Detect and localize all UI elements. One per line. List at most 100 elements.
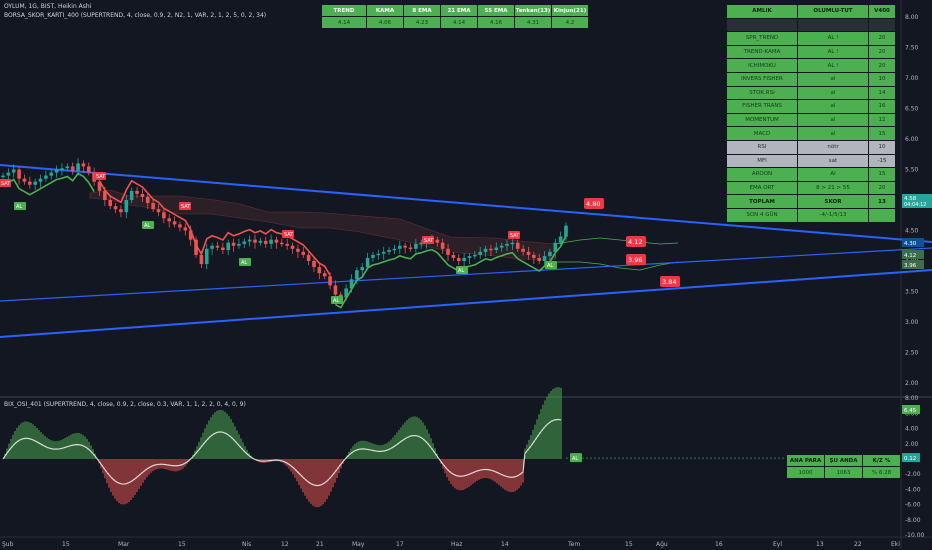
candle-body: [392, 248, 397, 251]
score-table-row: MFI: [726, 153, 798, 169]
score-table-row: al: [797, 85, 869, 101]
osc-axis-tick: -6.00: [905, 502, 921, 509]
cloud-projection-bottom: [555, 261, 679, 271]
kz-header-pct: K/Z %: [862, 454, 901, 467]
score-table-row: AROON: [726, 167, 798, 182]
candle-body: [49, 172, 54, 176]
top-table-value: 4.16: [477, 16, 515, 29]
buy-signal-label: AL: [241, 260, 247, 266]
oscillator-legend[interactable]: BIX_OSI_401 (SUPERTREND, 4, close, 0.9, …: [4, 401, 246, 408]
sell-signal-box: [422, 236, 434, 244]
score-table-row: RSI: [726, 139, 798, 155]
candle-body: [306, 254, 311, 261]
candle-body: [403, 245, 407, 248]
score-table-row: al: [797, 112, 869, 128]
candle-body: [124, 200, 129, 213]
sell-signal-label: SAT: [510, 233, 520, 239]
buy-signal-box: [331, 296, 343, 304]
score-table-row: STOK.RSI: [726, 85, 798, 101]
sell-signal-box: [282, 230, 294, 238]
candle-body: [28, 181, 32, 185]
score-table-row: 15: [868, 167, 896, 182]
score-table-row: MACD: [726, 126, 798, 141]
candle-body: [499, 245, 504, 248]
supertrend-green-early: [2, 172, 95, 196]
candle-body: [301, 251, 306, 255]
candle-body: [258, 240, 263, 243]
candle-body: [263, 240, 268, 244]
price-target-label: 4.80: [586, 200, 600, 208]
symbol-legend[interactable]: OYLUM, 1G, BIST, Heikin Ashi: [4, 3, 92, 10]
candle-body: [119, 209, 123, 213]
candle-body: [113, 206, 118, 210]
price-axis-tick: 2.50: [905, 350, 919, 357]
price-target-box: [626, 254, 646, 265]
osc-line-value: 0.12: [904, 456, 916, 462]
candle-body: [371, 254, 375, 258]
candle-body: [188, 230, 193, 240]
candle-body: [494, 247, 499, 251]
score-table-row: 10: [868, 139, 896, 155]
top-table-header: 21 EMA: [440, 4, 478, 17]
time-axis-tick: Eyl: [773, 541, 782, 548]
osc-line-box: [902, 453, 920, 463]
candle-body: [81, 163, 86, 167]
time-axis-tick: Eki: [891, 541, 900, 548]
osc-buy-label: AL: [572, 456, 578, 462]
current-price-value: 4.58: [904, 196, 917, 202]
time-axis-tick: 13: [816, 541, 824, 548]
sell-signal-box: [179, 202, 191, 210]
price-axis-tick: 7.50: [905, 45, 919, 52]
buy-signal-box: [239, 258, 251, 266]
time-axis-tick: May: [352, 541, 365, 548]
candle-body: [542, 256, 547, 261]
time-axis-tick: 14: [501, 541, 509, 548]
candle-body: [440, 242, 445, 249]
candle-body: [1, 175, 5, 178]
candle-body: [505, 243, 509, 246]
score-table-row: TOPLAM: [726, 194, 798, 209]
trend-line-middle: [0, 247, 932, 302]
cloud-projection-top: [554, 237, 679, 245]
score-table-row: 20: [868, 44, 896, 60]
axis-price-marker: [902, 238, 924, 247]
score-table-row: -4/-1/5/13: [797, 207, 869, 223]
candle-body: [290, 245, 295, 249]
osc-axis-tick: -10.00: [905, 532, 925, 539]
candle-body: [274, 239, 279, 243]
candle-body: [510, 242, 515, 245]
osc-axis-tick: 2.00: [905, 441, 919, 448]
candle-body: [44, 175, 48, 179]
top-table-value: 4.14: [440, 16, 478, 29]
candle-body: [387, 250, 391, 252]
candle-body: [456, 257, 461, 261]
osc-positive-trace: [5, 420, 561, 459]
axis-price-marker: [902, 250, 924, 259]
buy-signal-label: AL: [547, 263, 553, 269]
candle-body: [408, 247, 413, 250]
kz-header-capital: ANA PARA: [786, 454, 825, 467]
score-table-row: 20: [868, 58, 896, 73]
supertrend-red: [98, 179, 331, 276]
candle-body: [210, 245, 214, 249]
indicator-legend[interactable]: BORSA_SKOR_KARTI_400 (SUPERTREND, 4, clo…: [4, 12, 267, 19]
candle-body: [548, 251, 552, 257]
candle-body: [172, 221, 177, 225]
candle-body: [178, 224, 182, 228]
score-table-header: OLUMLU-TUT: [797, 4, 869, 19]
top-table-value: 4.23: [403, 16, 441, 29]
score-table-row: SON 4 GÜN: [726, 207, 798, 223]
candle-body: [328, 276, 332, 286]
top-table-value: 4.14: [321, 16, 367, 29]
price-target-label: 4.12: [628, 238, 642, 246]
candle-body: [17, 169, 21, 179]
score-table-row: 12: [868, 112, 896, 128]
kz-header-now: ŞU ANDA: [824, 454, 863, 467]
candle-body: [483, 248, 488, 252]
score-table-header: AMLIK: [726, 4, 798, 19]
top-table-header: 55 EMA: [477, 4, 515, 17]
axis-price-marker-label: 4.12: [904, 253, 916, 259]
axis-price-marker-label: 4.30: [904, 241, 917, 247]
candle-body: [221, 247, 225, 251]
